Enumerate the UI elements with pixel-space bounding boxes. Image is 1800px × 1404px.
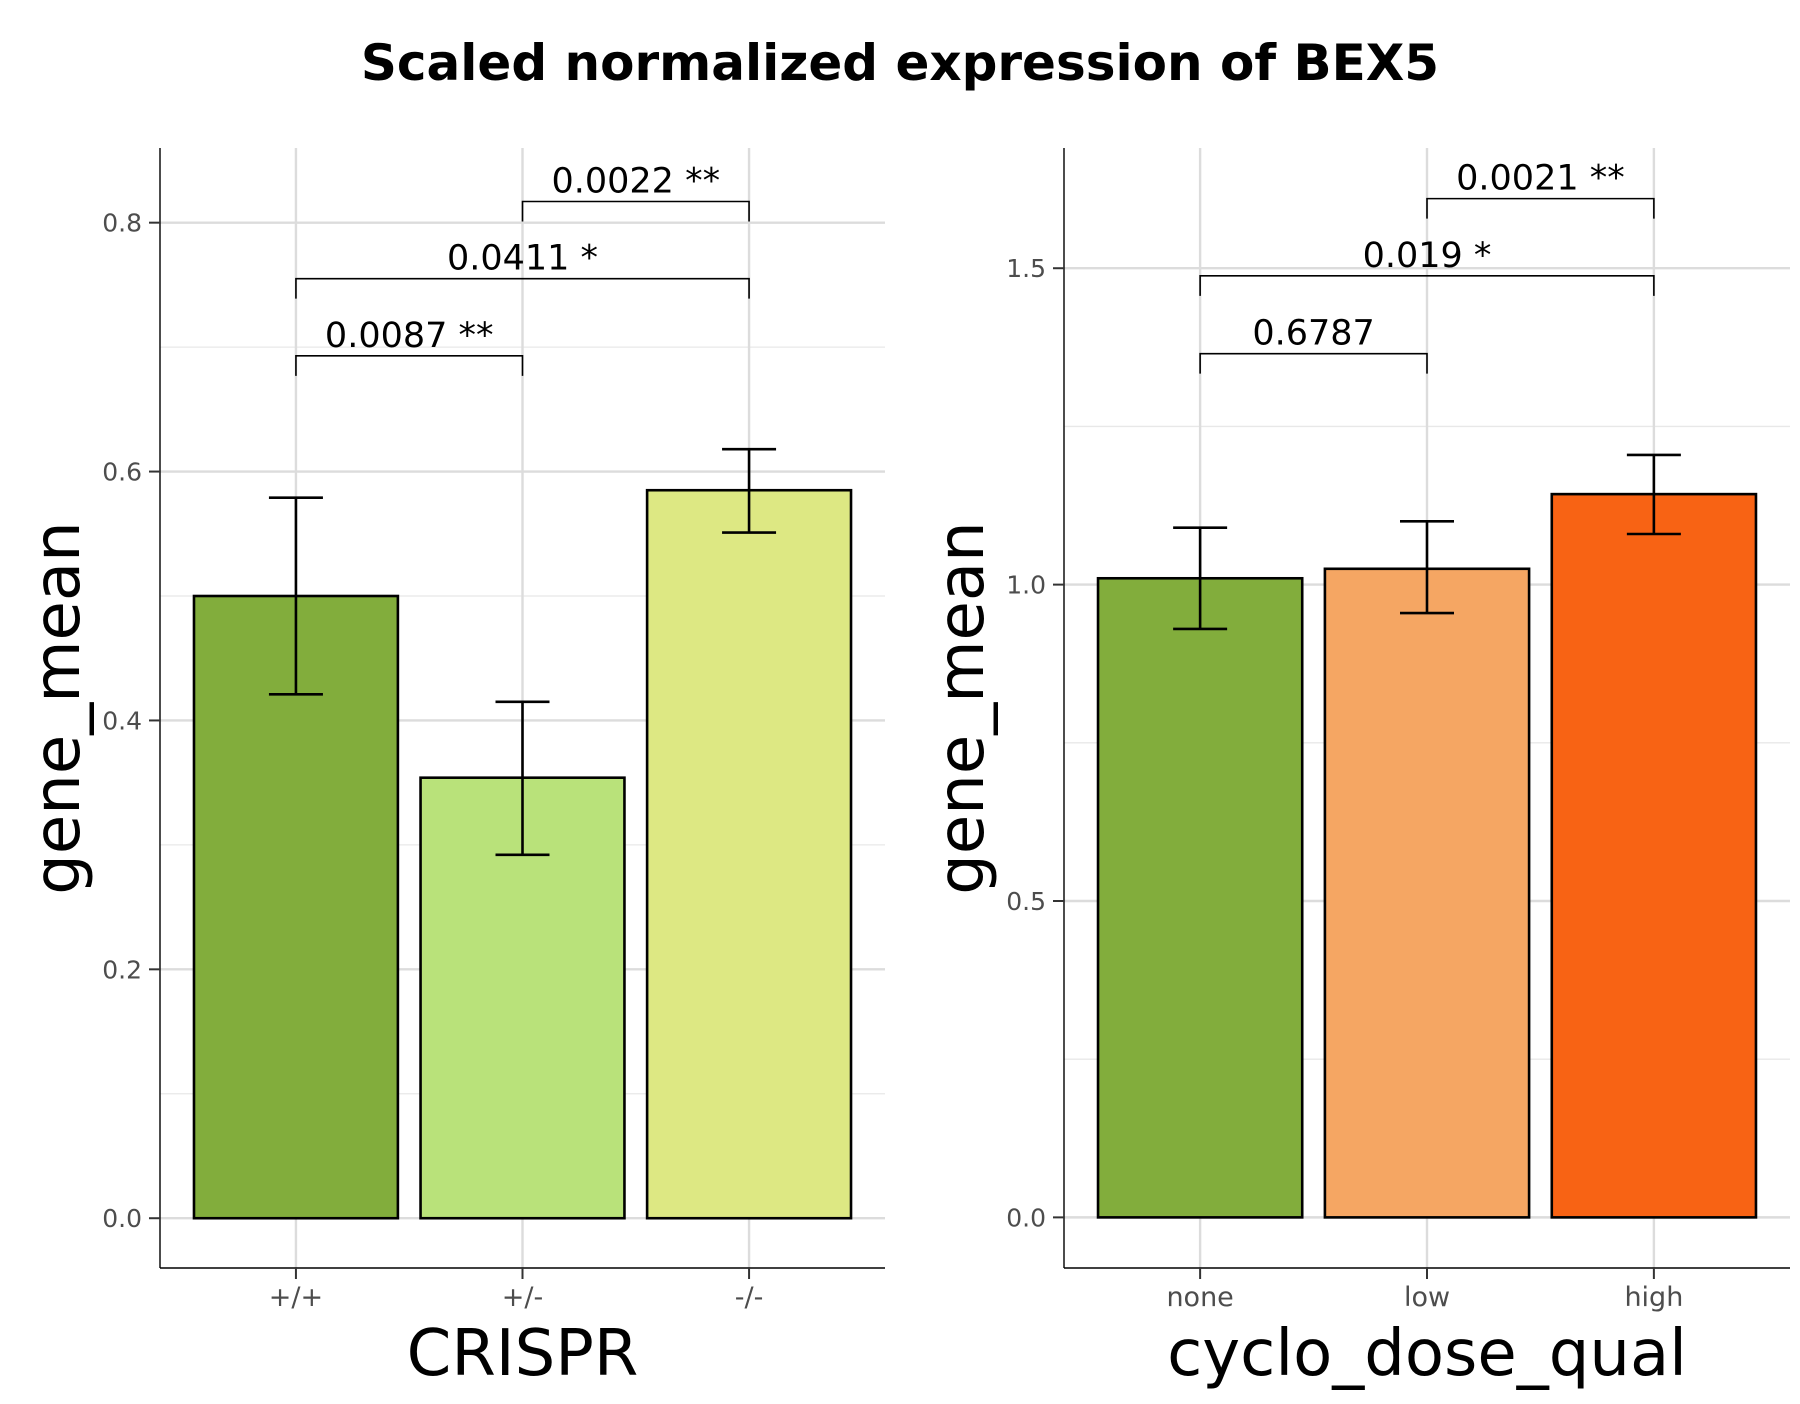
significance-bracket-cyclo-2: 0.0021 ** [1426, 159, 1655, 219]
x-tick-label: -/- [735, 1282, 764, 1313]
y-tick-label: 1.0 [1006, 571, 1046, 600]
bracket-label: 0.0021 ** [1456, 159, 1625, 199]
x-tick-label: +/+ [269, 1282, 323, 1313]
y-axis-title: gene_mean [925, 521, 999, 894]
bracket-line [521, 200, 750, 222]
error-bar-crispr-0 [268, 496, 323, 696]
x-axis-title: cyclo_dose_qual [1167, 1317, 1687, 1391]
x-axis-title: CRISPR [407, 1317, 639, 1391]
bracket-line [295, 277, 750, 299]
significance-bracket-crispr-0: 0.0087 ** [295, 316, 524, 376]
bracket-line [1199, 352, 1428, 374]
x-tick-label: high [1624, 1282, 1683, 1313]
bar-cyclo-1 [1323, 567, 1531, 1219]
significance-bracket-crispr-2: 0.0022 ** [521, 162, 750, 222]
y-tick-label: 0.0 [1006, 1203, 1046, 1232]
y-tick-label: 0.5 [1006, 887, 1046, 916]
error-bar-cyclo-1 [1400, 520, 1454, 615]
error-bar-crispr-1 [495, 700, 550, 857]
y-tick-label: 0.6 [102, 458, 142, 487]
x-tick-label: +/- [502, 1282, 543, 1313]
y-tick-label: 0.0 [102, 1204, 142, 1233]
error-bar-cyclo-2 [1626, 453, 1681, 536]
bracket-label: 0.0087 ** [325, 316, 494, 356]
bracket-label: 0.0022 ** [551, 162, 720, 202]
panel-cyclo-dose: 0.6787 0.019 * 0.0021 ** 0.0 0.5 1.0 1.5 none lo… [925, 148, 1790, 1391]
bracket-label: 0.6787 [1252, 314, 1374, 354]
bracket-line [1199, 275, 1655, 296]
y-tick-label: 0.2 [102, 955, 142, 984]
bar-cyclo-2 [1550, 492, 1758, 1219]
error-bar-cyclo-0 [1173, 526, 1228, 631]
panel-crispr: 0.0087 ** 0.0411 * 0.0022 ** 0.0 0.2 0.4 0.6 0.… [21, 148, 885, 1391]
significance-bracket-cyclo-1: 0.019 * [1199, 236, 1655, 296]
y-tick-label: 0.8 [102, 209, 142, 238]
error-bar-crispr-2 [722, 447, 777, 534]
bracket-label: 0.0411 * [447, 239, 598, 279]
y-tick-label: 1.5 [1006, 254, 1046, 283]
figure-title: Scaled normalized expression of BEX5 [360, 34, 1440, 92]
bar-crispr-2 [645, 488, 853, 1220]
bar-crispr-0 [192, 594, 400, 1220]
x-tick-label: low [1404, 1282, 1450, 1313]
significance-bracket-crispr-1: 0.0411 * [295, 239, 750, 299]
bracket-line [295, 355, 524, 376]
y-tick-label: 0.4 [102, 706, 142, 735]
x-tick-label: none [1166, 1282, 1233, 1313]
bracket-line [1426, 197, 1655, 219]
bar-cyclo-0 [1096, 576, 1304, 1219]
significance-bracket-cyclo-0: 0.6787 [1199, 314, 1428, 374]
y-axis-title: gene_mean [21, 521, 95, 894]
bracket-label: 0.019 * [1363, 236, 1492, 276]
